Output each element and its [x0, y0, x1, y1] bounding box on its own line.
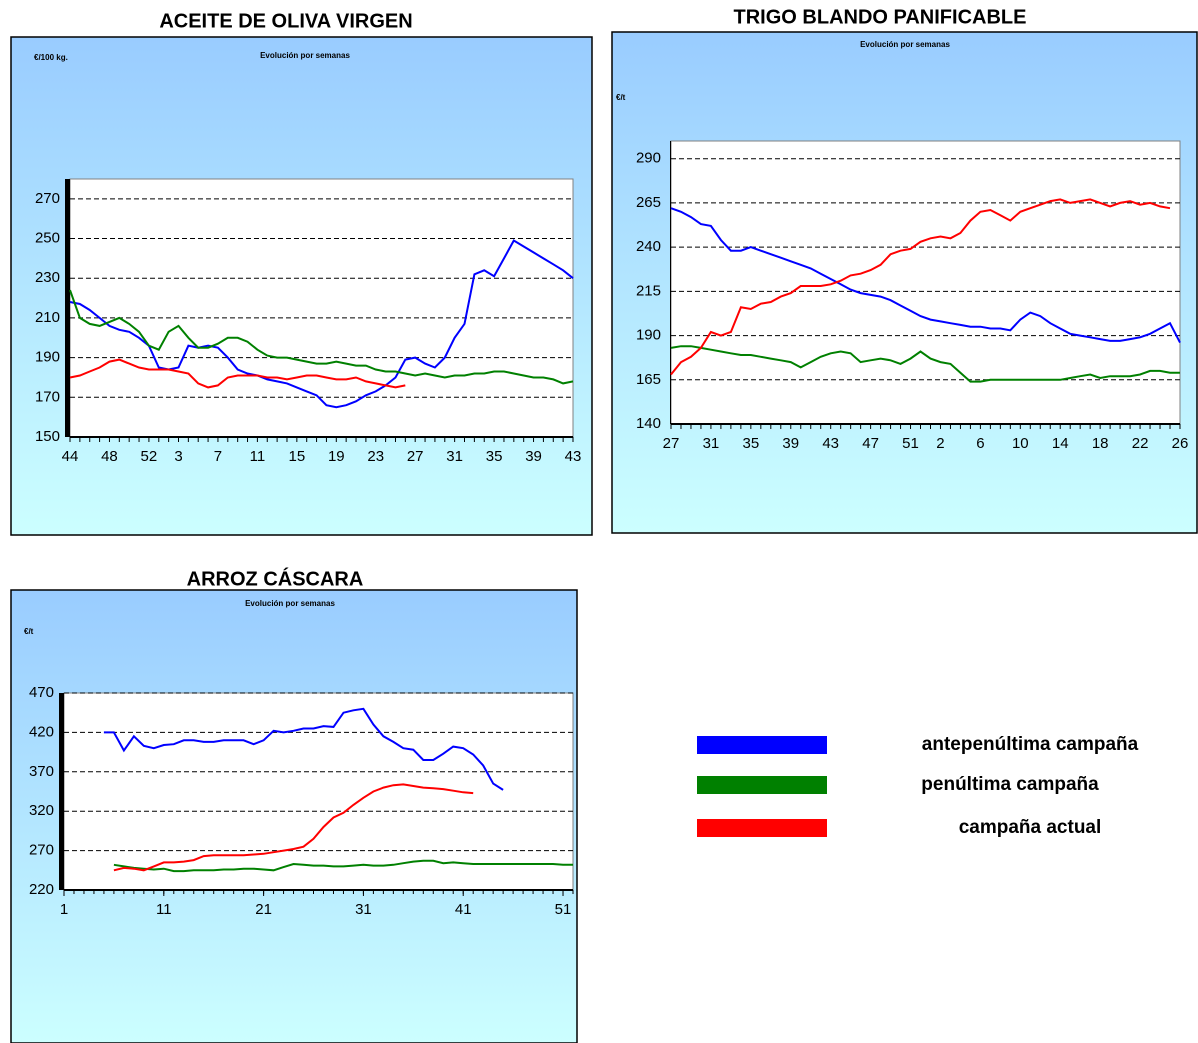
- series-line: [113, 859, 573, 873]
- x-tick-label: 39: [782, 435, 799, 452]
- y-tick-label: 230: [35, 269, 60, 286]
- x-tick-label: 43: [822, 435, 839, 452]
- chart-title: TRIGO BLANDO PANIFICABLE: [734, 6, 1027, 28]
- y-tick-label: 140: [636, 415, 661, 432]
- series-line: [670, 198, 1171, 376]
- y-tick-label: 215: [636, 282, 661, 299]
- legend-label: penúltima campaña: [921, 774, 1099, 795]
- chart-subtitle: Evolución por semanas: [860, 40, 950, 49]
- chart-title: ARROZ CÁSCARA: [187, 567, 364, 590]
- y-tick-label: 165: [636, 371, 661, 388]
- y-tick-label: 470: [29, 684, 54, 701]
- series-line: [69, 358, 406, 389]
- x-tick-label: 11: [250, 448, 266, 465]
- x-tick-label: 6: [976, 435, 984, 452]
- y-tick-label: 270: [29, 842, 54, 859]
- x-tick-label: 44: [62, 448, 79, 465]
- x-tick-label: 39: [525, 448, 542, 465]
- x-tick-label: 47: [862, 435, 879, 452]
- y-axis-label: €/t: [24, 627, 34, 636]
- y-tick-label: 270: [35, 190, 60, 207]
- x-tick-label: 14: [1052, 435, 1069, 452]
- legend-label: campaña actual: [959, 817, 1102, 838]
- series-line: [69, 289, 574, 385]
- x-tick-label: 41: [455, 901, 472, 918]
- x-tick-label: 18: [1092, 435, 1109, 452]
- y-axis-label: €/100 kg.: [34, 53, 68, 62]
- x-tick-label: 19: [328, 448, 345, 465]
- chart-subtitle: Evolución por semanas: [260, 51, 350, 60]
- plot-area: [63, 692, 574, 891]
- legend-label: antepenúltima campaña: [922, 734, 1139, 755]
- y-tick-label: 420: [29, 723, 54, 740]
- y-tick-label: 150: [35, 428, 60, 445]
- y-tick-label: 190: [636, 327, 661, 344]
- x-tick-label: 31: [446, 448, 463, 465]
- x-tick-label: 22: [1132, 435, 1149, 452]
- x-tick-label: 7: [214, 448, 222, 465]
- y-tick-label: 210: [35, 309, 60, 326]
- x-tick-label: 43: [565, 448, 582, 465]
- plot-area: [69, 178, 574, 438]
- chart-subtitle: Evolución por semanas: [245, 599, 335, 608]
- y-axis-label: €/t: [616, 93, 626, 102]
- x-tick-label: 1: [60, 901, 68, 918]
- legend-swatch: [697, 736, 827, 754]
- series-line: [113, 783, 474, 872]
- x-tick-label: 15: [288, 448, 305, 465]
- x-tick-label: 27: [663, 435, 680, 452]
- series-line: [670, 345, 1180, 383]
- y-tick-label: 220: [29, 881, 54, 898]
- y-tick-label: 265: [636, 194, 661, 211]
- y-tick-label: 240: [636, 238, 661, 255]
- chart-title: ACEITE DE OLIVA VIRGEN: [159, 10, 412, 32]
- y-tick-label: 320: [29, 802, 54, 819]
- x-tick-label: 21: [255, 901, 272, 918]
- x-tick-label: 27: [407, 448, 424, 465]
- x-tick-label: 31: [703, 435, 720, 452]
- legend-swatch: [697, 819, 827, 837]
- y-tick-label: 290: [636, 150, 661, 167]
- series-line: [69, 239, 574, 409]
- x-tick-label: 26: [1172, 435, 1189, 452]
- y-tick-label: 170: [35, 388, 60, 405]
- series-line: [103, 707, 504, 791]
- x-tick-label: 52: [141, 448, 158, 465]
- series-line: [670, 207, 1181, 344]
- x-tick-label: 51: [555, 901, 572, 918]
- plot-area: [670, 140, 1181, 425]
- y-tick-label: 190: [35, 349, 60, 366]
- x-tick-label: 48: [101, 448, 118, 465]
- x-tick-label: 35: [742, 435, 759, 452]
- x-tick-label: 23: [367, 448, 384, 465]
- y-tick-label: 250: [35, 230, 60, 247]
- x-tick-label: 10: [1012, 435, 1029, 452]
- x-tick-label: 51: [902, 435, 919, 452]
- x-tick-label: 3: [174, 448, 182, 465]
- y-tick-label: 370: [29, 763, 54, 780]
- x-tick-label: 2: [936, 435, 944, 452]
- x-tick-label: 35: [486, 448, 503, 465]
- x-tick-label: 31: [355, 901, 372, 918]
- x-tick-label: 11: [156, 901, 172, 918]
- legend-swatch: [697, 776, 827, 794]
